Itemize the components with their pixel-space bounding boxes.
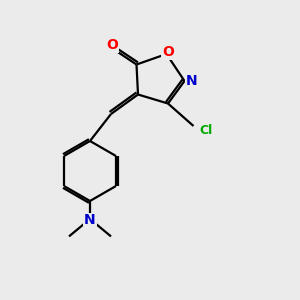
Text: N: N	[186, 74, 198, 88]
Text: O: O	[162, 46, 174, 59]
Text: Cl: Cl	[199, 124, 212, 137]
Text: N: N	[84, 214, 96, 227]
Text: O: O	[106, 38, 119, 52]
